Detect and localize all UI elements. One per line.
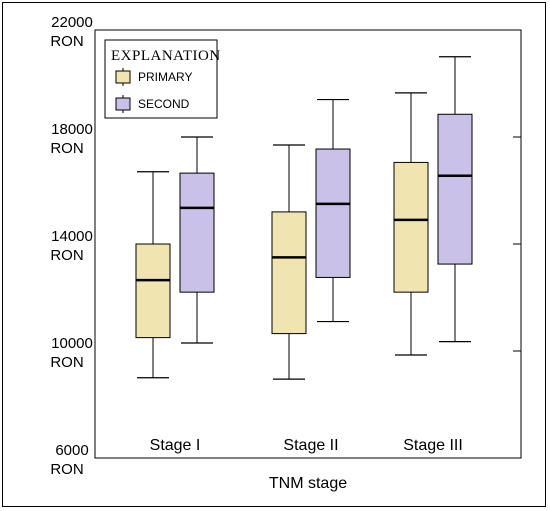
legend-swatch: [115, 97, 131, 111]
box-iqr: [135, 243, 171, 339]
x-axis-categories: Stage I Stage II Stage III: [150, 437, 463, 454]
y-tick-unit: RON: [50, 33, 83, 50]
box-second-1: [179, 136, 215, 344]
y-tick-unit: RON: [50, 354, 83, 371]
y-tick-unit: RON: [50, 140, 83, 157]
y-tick-label: 10000: [51, 335, 93, 352]
box-primary-1: [135, 171, 171, 379]
x-category-label: Stage III: [403, 437, 463, 454]
box-iqr: [315, 148, 351, 278]
box-iqr: [437, 113, 473, 265]
y-tick-label: 14000: [51, 228, 93, 245]
y-tick-unit: RON: [50, 461, 83, 478]
legend-label: SECOND: [138, 97, 190, 111]
box-series: [135, 56, 473, 380]
box-second-3: [437, 56, 473, 343]
box-primary-2: [271, 144, 307, 380]
box-second-2: [315, 98, 351, 323]
box-iqr: [393, 161, 429, 293]
x-axis-title: TNM stage: [269, 475, 347, 492]
figure-frame: [2, 2, 546, 507]
legend-swatch: [115, 70, 131, 84]
legend: EXPLANATION PRIMARY SECOND: [104, 39, 221, 119]
y-tick-label: 6000: [55, 442, 88, 459]
y-axis: 6000 RON 10000 RON 14000 RON 18000 RON 22000 RON: [50, 14, 521, 478]
x-category-label: Stage II: [283, 437, 338, 454]
box-iqr: [271, 211, 307, 335]
x-category-label: Stage I: [150, 437, 201, 454]
legend-title: EXPLANATION: [111, 48, 221, 64]
box-iqr: [179, 172, 215, 293]
legend-label: PRIMARY: [138, 70, 192, 84]
y-tick-label: 22000: [51, 14, 93, 31]
y-tick-unit: RON: [50, 247, 83, 264]
y-tick-label: 18000: [51, 121, 93, 138]
box-primary-3: [393, 92, 429, 356]
